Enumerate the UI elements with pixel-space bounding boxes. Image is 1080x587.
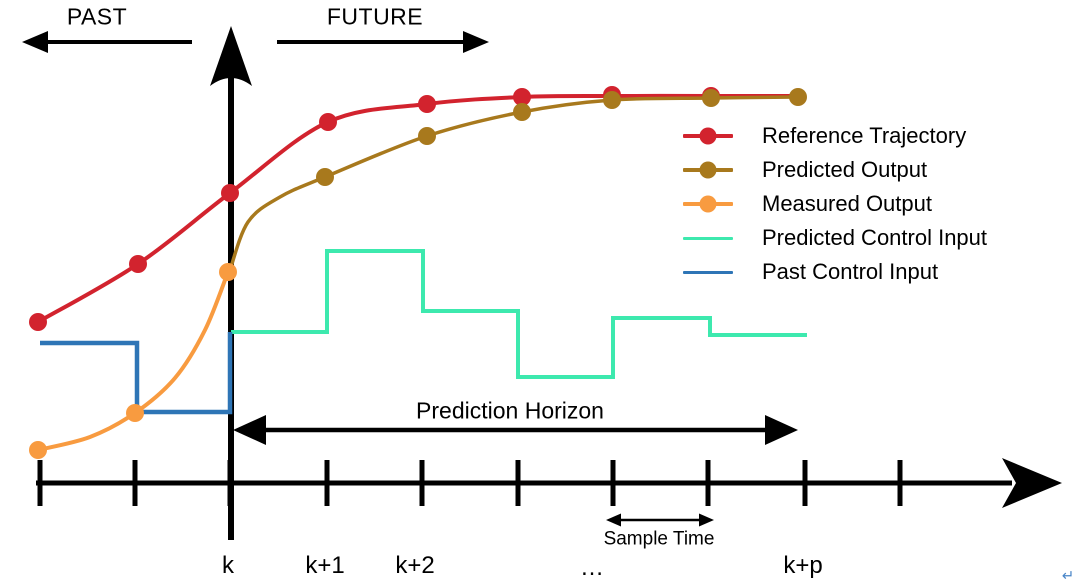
time-axis-ticks [37,460,903,506]
data-point-marker [129,255,147,273]
data-point-marker [126,404,144,422]
legend-item-label: Predicted Output [762,157,928,182]
series-line [231,249,807,379]
tick-label-ellipsis: … [580,554,604,581]
future-label: FUTURE [326,3,424,30]
y-axis-arrowhead-icon [210,26,252,86]
predicted-output-swatch-icon [683,161,733,179]
series-line [37,271,230,452]
series-line [40,332,233,415]
tick-label-k: k [222,552,234,579]
reference-trajectory-swatch-icon [683,127,733,145]
legend-item-predicted-output: Predicted Output [683,153,987,187]
future-arrow-head-icon [463,31,489,53]
sample-time-arrow [606,513,714,527]
past-label: PAST [66,3,128,30]
data-point-marker [513,103,531,121]
tick-label-k1: k+1 [305,552,345,579]
legend-item-label: Predicted Control Input [762,225,988,250]
data-point-marker [418,95,436,113]
legend-item-predicted-control-input: Predicted Control Input [683,221,987,255]
data-point-marker [603,91,621,109]
measured-output-swatch-icon [683,195,733,213]
prediction-horizon-left-head-icon [233,415,266,445]
data-point-marker [219,263,237,281]
legend-item-measured-output: Measured Output [683,187,987,221]
data-point-marker [319,113,337,131]
sample-time-right-head-icon [699,513,714,527]
legend-item-reference-trajectory: Reference Trajectory [683,119,987,153]
data-point-marker [29,441,47,459]
prediction-horizon-right-head-icon [765,415,798,445]
legend-item-label: Measured Output [762,191,932,216]
data-point-marker [513,88,531,106]
series-past-control-input [40,332,233,415]
legend-item-label: Past Control Input [762,259,939,284]
past-control-input-swatch-icon [683,270,733,274]
data-point-marker [316,168,334,186]
series-measured-output [29,263,237,459]
data-point-marker [702,89,720,107]
series-reference-trajectory [29,86,798,331]
series-predicted-control-input [231,249,807,379]
series-line [36,93,798,324]
tick-label-k2: k+2 [395,552,435,579]
series-predicted-output [228,88,807,271]
return-mark-icon: ↵ [1061,567,1075,585]
sample-time-left-head-icon [606,513,621,527]
predicted-control-input-swatch-icon [683,236,733,240]
data-point-marker [418,127,436,145]
prediction-horizon-arrow [233,415,798,445]
data-point-marker [789,88,807,106]
time-axis-arrowhead-icon [1002,458,1062,508]
prediction-horizon-label: Prediction Horizon [416,397,604,424]
legend-item-past-control-input: Past Control Input [683,255,987,289]
data-point-marker [221,184,239,202]
tick-label-kp: k+p [783,552,823,579]
data-point-marker [29,313,47,331]
series-line [228,95,799,271]
past-arrow-head-icon [22,31,48,53]
sample-time-label: Sample Time [603,528,715,550]
legend: Reference Trajectory Predicted Output Me… [683,119,987,289]
legend-item-label: Reference Trajectory [762,123,967,148]
